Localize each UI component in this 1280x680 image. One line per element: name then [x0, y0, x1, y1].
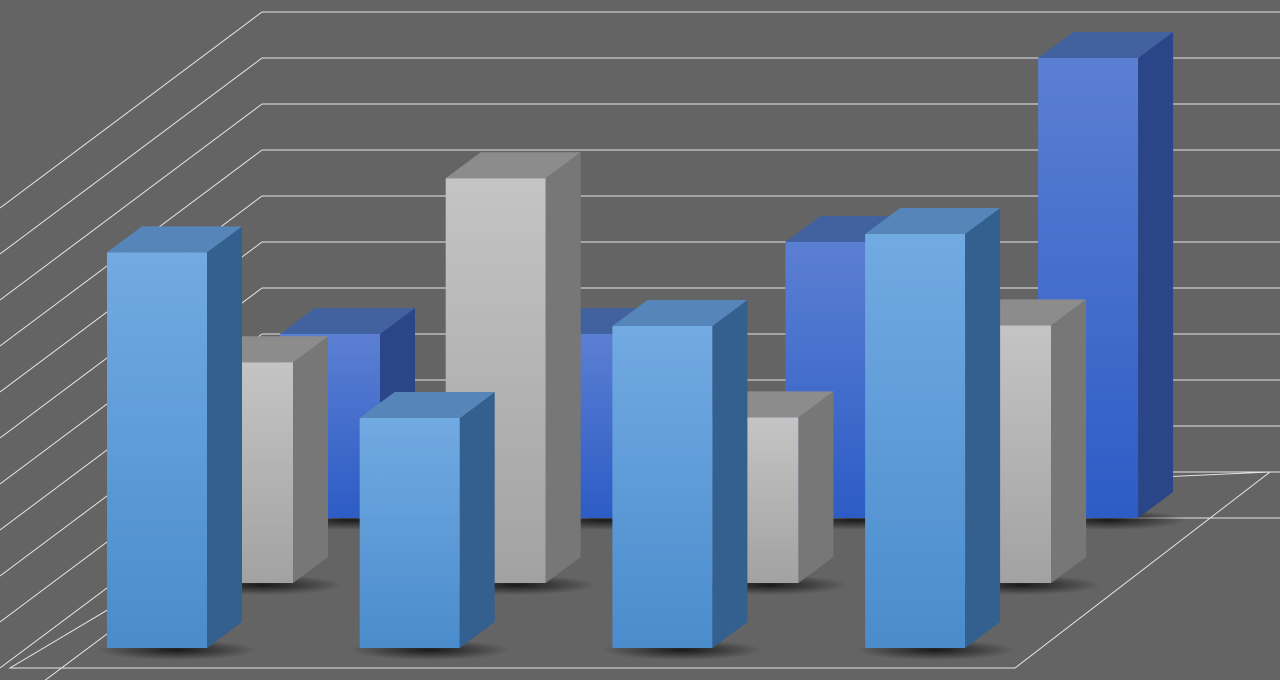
bar-top-face-front	[612, 300, 748, 326]
bar-front-face-front	[865, 234, 966, 648]
bar-side-face-middle	[798, 391, 834, 583]
side-wall-gridline	[0, 57, 263, 255]
side-wall-gridline	[0, 11, 263, 209]
bar-front-face-front	[612, 326, 713, 648]
bar-top-face-front	[865, 208, 1001, 234]
bar-front-face-front	[359, 418, 460, 648]
bar-top-face-back	[280, 308, 415, 334]
bar-top-face-middle	[445, 152, 581, 179]
bar-side-face-front	[712, 300, 748, 648]
bar-top-face-front	[359, 392, 495, 418]
side-wall-gridline	[0, 103, 263, 301]
bar-top-face-front	[107, 226, 242, 253]
bar-side-face-front	[459, 392, 495, 648]
bar-side-face-back	[1138, 32, 1174, 518]
bar-front-face-front	[107, 252, 207, 648]
bar-side-face-front	[965, 208, 1001, 648]
bar-side-face-middle	[293, 336, 328, 583]
bar-side-face-middle	[1051, 299, 1087, 583]
bar-side-face-front	[207, 226, 242, 648]
bar-top-face-back	[1038, 32, 1174, 58]
bar-side-face-middle	[545, 152, 581, 583]
